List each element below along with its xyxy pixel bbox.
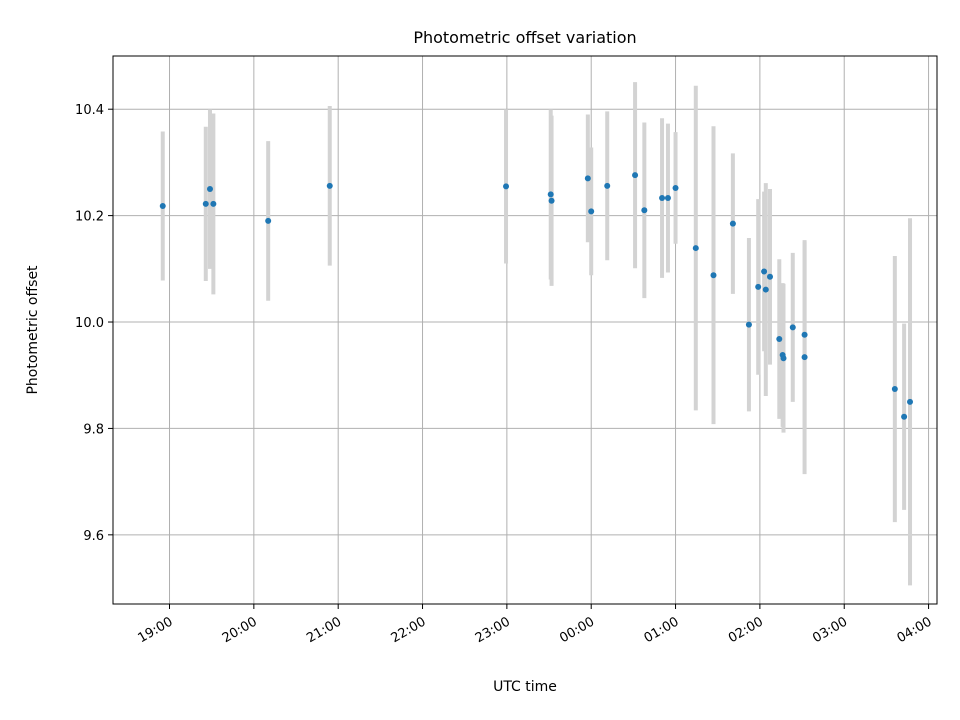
data-point [548, 197, 555, 204]
plot-frame [112, 55, 938, 605]
data-point [547, 191, 554, 198]
data-point [907, 398, 914, 405]
y-tick-label: 10.0 [75, 316, 104, 331]
data-point [745, 321, 752, 328]
data-point [632, 172, 639, 179]
data-point [206, 186, 213, 193]
data-point [692, 245, 699, 252]
data-point [202, 200, 209, 207]
data-point [588, 208, 595, 215]
data-point [801, 354, 808, 361]
data-point [755, 283, 762, 290]
data-point [780, 355, 787, 362]
data-point [901, 413, 908, 420]
data-point [762, 286, 769, 293]
y-tick-label: 9.6 [83, 529, 104, 544]
y-tick-label: 10.2 [75, 210, 104, 225]
data-point [584, 175, 591, 182]
data-point [265, 217, 272, 224]
data-point [641, 207, 648, 214]
data-point [672, 184, 679, 191]
data-point [326, 182, 333, 189]
data-point [503, 183, 510, 190]
y-axis-label: Photometric offset [25, 265, 41, 395]
data-point [659, 195, 666, 202]
data-point [664, 195, 671, 202]
data-point [776, 336, 783, 343]
data-point [801, 331, 808, 338]
data-point [729, 220, 736, 227]
data-point [710, 272, 717, 279]
y-tick-label: 9.8 [83, 422, 104, 437]
y-axis-ticks: 9.6 9.8 10.0 10.2 10.4 [75, 103, 113, 544]
grid [113, 56, 937, 604]
data-point [761, 268, 768, 275]
x-axis-label: UTC time [493, 679, 557, 695]
data-point [767, 273, 774, 280]
data-point [604, 182, 611, 189]
chart-title: Photometric offset variation [413, 28, 636, 47]
y-tick-label: 10.4 [75, 103, 104, 118]
data-point [891, 386, 898, 393]
data-point [159, 203, 166, 210]
data-point [789, 324, 796, 331]
data-points [159, 172, 914, 420]
data-point [210, 200, 217, 207]
